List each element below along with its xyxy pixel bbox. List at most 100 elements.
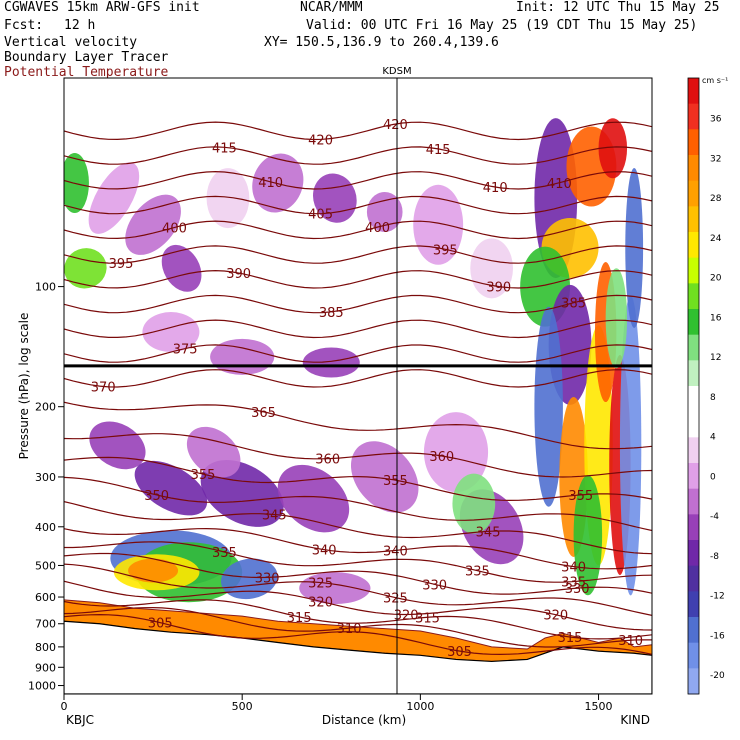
y-tick-label-600: 600: [35, 591, 56, 604]
isentrope-label-415: 415: [212, 141, 237, 156]
isentrope-label-355: 355: [383, 474, 408, 489]
isentrope-label-315: 315: [287, 611, 312, 626]
isentrope-410: [64, 170, 652, 190]
y-tick-label-500: 500: [35, 559, 56, 572]
isentrope-label-395: 395: [109, 257, 134, 272]
isentrope-label-405: 405: [308, 208, 333, 223]
isentrope-395: [64, 245, 652, 264]
isentrope-label-320: 320: [394, 608, 419, 623]
isentrope-315: [64, 599, 652, 640]
isentrope-365: [64, 401, 652, 450]
x-tick-label-500: 500: [232, 700, 253, 713]
colorbar-tick--20: -20: [710, 671, 725, 681]
colorbar-swatch-18: [688, 540, 699, 567]
isentrope-label-360: 360: [315, 453, 340, 468]
colorbar-swatch-16: [688, 488, 699, 515]
y-tick-label-900: 900: [35, 661, 56, 674]
vv-shade-11: [302, 347, 360, 378]
isentrope-340: [64, 527, 652, 570]
isentrope-305: [64, 613, 652, 656]
vv-shade-9: [142, 312, 200, 353]
isentrope-label-390: 390: [226, 267, 251, 282]
colorbar-swatch-9: [688, 309, 699, 336]
colorbar-swatch-3: [688, 155, 699, 182]
y-axis-title: Pressure (hPa), log scale: [17, 313, 31, 460]
vv-shade-31: [598, 118, 628, 179]
colorbar-tick-12: 12: [710, 353, 721, 363]
isentrope-label-410: 410: [547, 177, 572, 192]
vv-shade-28: [299, 572, 371, 605]
colorbar-swatch-11: [688, 360, 699, 387]
vv-shade-22: [452, 473, 496, 534]
vv-shade-4: [161, 244, 202, 292]
vv-shade-8: [366, 191, 403, 232]
isentrope-label-340: 340: [312, 544, 337, 559]
isentrope-350: [64, 476, 652, 532]
vv-shade-18: [186, 426, 241, 478]
vv-shade-5: [206, 168, 250, 229]
isentrope-label-325: 325: [308, 577, 333, 592]
isentrope-label-335: 335: [465, 565, 490, 580]
center-title: NCAR/MMM: [300, 0, 363, 15]
y-tick-label-400: 400: [35, 521, 56, 534]
isentrope-390: [64, 269, 652, 289]
vv-shade-20: [423, 412, 489, 493]
left-endpoint-label: KBJC: [66, 713, 94, 727]
isentrope-label-420: 420: [383, 118, 408, 133]
colorbar-swatch-14: [688, 437, 699, 464]
terrain-surface: [64, 620, 652, 694]
kdsm-label: KDSM: [382, 66, 411, 77]
colorbar-tick-28: 28: [710, 194, 722, 204]
field-potential-temperature: Potential Temperature: [4, 65, 169, 80]
isentrope-label-420: 420: [308, 133, 333, 148]
isentrope-310: [64, 606, 652, 648]
isentrope-360: [64, 433, 652, 478]
init-time: Init: 12 UTC Thu 15 May 25: [516, 0, 720, 15]
isentrope-label-355: 355: [568, 489, 593, 504]
isentrope-label-315: 315: [415, 611, 440, 626]
colorbar-tick-8: 8: [710, 393, 716, 403]
y-tick-label-100: 100: [35, 281, 56, 294]
isentrope-405: [64, 195, 652, 215]
isentrope-label-315: 315: [558, 631, 583, 646]
isentrope-label-350: 350: [144, 489, 169, 504]
isentrope-label-310: 310: [337, 622, 362, 637]
colorbar-swatch-15: [688, 463, 699, 490]
colorbar-swatch-6: [688, 232, 699, 259]
isentrope-label-340: 340: [383, 544, 408, 559]
y-tick-label-800: 800: [35, 641, 56, 654]
isentrope-label-415: 415: [426, 143, 451, 158]
vv-shade-12: [413, 184, 464, 265]
colorbar-swatch-17: [688, 514, 699, 541]
colorbar-swatch-0: [688, 78, 699, 105]
vv-shade-3: [125, 194, 181, 255]
isentrope-label-400: 400: [162, 221, 187, 236]
isentrope-label-320: 320: [308, 595, 333, 610]
field-boundary-layer-tracer: Boundary Layer Tracer: [4, 50, 169, 65]
isentrope-label-390: 390: [486, 281, 511, 296]
right-endpoint-label: KIND: [620, 713, 650, 727]
fcst-label: Fcst:: [4, 18, 44, 33]
x-tick-label-0: 0: [61, 700, 68, 713]
isentrope-label-375: 375: [173, 343, 198, 358]
isentrope-label-355: 355: [191, 468, 216, 483]
vv-shade-27: [221, 558, 278, 600]
x-tick-label-1500: 1500: [585, 700, 613, 713]
isentrope-label-385: 385: [319, 306, 344, 321]
isentrope-label-305: 305: [447, 645, 472, 660]
colorbar-tick-4: 4: [710, 433, 716, 443]
colorbar-tick-16: 16: [710, 313, 722, 323]
fcst-value: 12 h: [64, 18, 96, 33]
colorbar-swatch-23: [688, 668, 699, 695]
isentrope-label-345: 345: [476, 525, 501, 540]
isentrope-415: [64, 146, 652, 165]
valid-time: Valid: 00 UTC Fri 16 May 25 (19 CDT Thu …: [306, 18, 698, 33]
xy-range: XY= 150.5,136.9 to 260.4,139.6: [264, 35, 499, 50]
isentrope-label-360: 360: [429, 450, 454, 465]
isentrope-label-395: 395: [433, 243, 458, 258]
isentrope-label-345: 345: [262, 508, 287, 523]
colorbar-tick-24: 24: [710, 234, 722, 244]
y-tick-label-700: 700: [35, 618, 56, 631]
